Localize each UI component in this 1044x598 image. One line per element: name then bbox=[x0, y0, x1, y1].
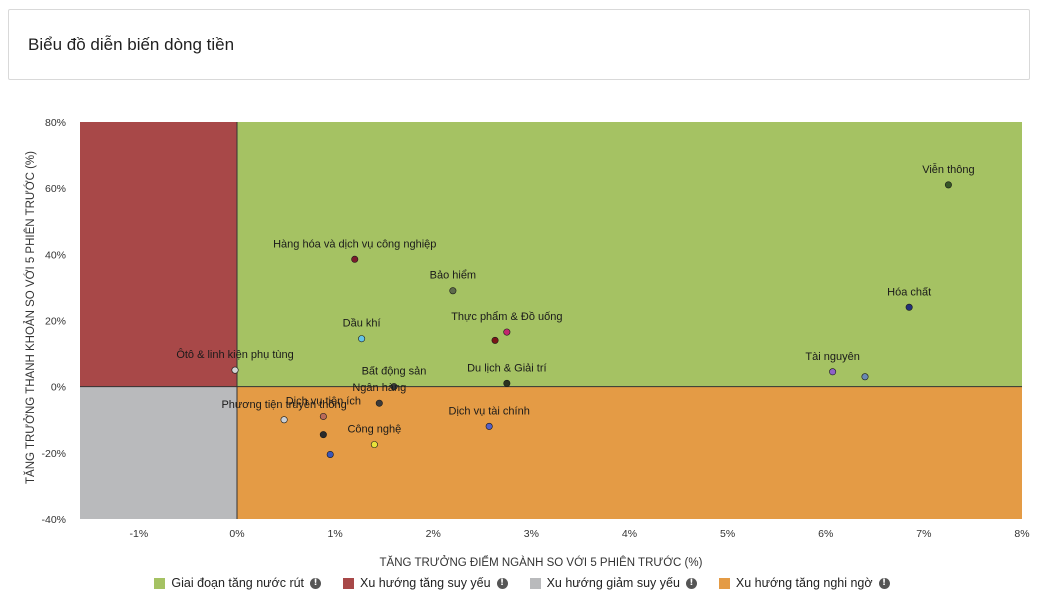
legend-swatch bbox=[529, 577, 541, 589]
data-point-label: Dầu khí bbox=[343, 318, 381, 330]
info-icon[interactable]: ! bbox=[496, 577, 508, 589]
y-tick-label: 60% bbox=[45, 183, 66, 195]
y-tick-label: 20% bbox=[45, 316, 66, 328]
quadrant-tang-nghi-ngo bbox=[237, 386, 1022, 519]
page-title: Biểu đồ diễn biến dòng tiền bbox=[28, 35, 235, 54]
data-point bbox=[358, 335, 366, 343]
data-point bbox=[829, 368, 837, 376]
info-icon[interactable]: ! bbox=[878, 577, 890, 589]
data-point bbox=[905, 303, 913, 311]
y-tick-label: 0% bbox=[51, 382, 66, 394]
x-tick-label: -1% bbox=[130, 528, 149, 540]
data-point-label: Du lịch & Giải trí bbox=[467, 362, 546, 374]
data-point bbox=[449, 287, 457, 295]
data-point bbox=[319, 412, 327, 420]
x-tick-label: 7% bbox=[916, 528, 931, 540]
quadrant-tang-suy-yeu bbox=[80, 122, 237, 387]
data-point-label: Hàng hóa và dịch vụ công nghiệp bbox=[273, 238, 436, 250]
data-point-label: Dịch vụ tài chính bbox=[449, 405, 530, 417]
data-point-label: Bất động sản bbox=[362, 366, 427, 378]
data-point bbox=[370, 441, 378, 449]
legend-label: Xu hướng giảm suy yếu bbox=[546, 576, 680, 590]
legend-swatch bbox=[343, 577, 355, 589]
data-point-label: Ôtô & linh kiện phụ tùng bbox=[176, 348, 293, 361]
data-point-label: Hóa chất bbox=[887, 286, 931, 298]
data-point bbox=[375, 399, 383, 407]
data-point-label: Thực phẩm & Đồ uống bbox=[451, 311, 562, 323]
data-point bbox=[326, 450, 334, 458]
data-point-label: Tài nguyên bbox=[805, 351, 859, 363]
data-point-label: Ngân hàng bbox=[352, 382, 406, 394]
data-point-label: Dịch vụ tiện ích bbox=[286, 395, 361, 407]
x-tick-label: 3% bbox=[524, 528, 539, 540]
x-axis-label: TĂNG TRƯỞNG ĐIỂM NGÀNH SO VỚI 5 PHIÊN TR… bbox=[380, 556, 703, 569]
y-axis-label: TĂNG TRƯỞNG THANH KHOẢN SO VỚI 5 PHIÊN T… bbox=[24, 151, 37, 484]
data-point bbox=[503, 379, 511, 387]
data-point bbox=[503, 328, 511, 336]
legend-item-tang-nghi-ngo[interactable]: Xu hướng tăng nghi ngờ ! bbox=[718, 576, 890, 590]
data-point bbox=[485, 422, 493, 430]
quadrant-tang-nuoc-rut bbox=[237, 122, 1022, 387]
cash-flow-chart: -1% 0% 1% 2% 3% 4% 5% 6% 7% 8% -40% -20% 0% 20% 40% 60%… bbox=[24, 117, 1030, 569]
chart-header-card: Biểu đồ diễn biến dòng tiền bbox=[8, 9, 1030, 80]
x-tick-label: 4% bbox=[622, 528, 637, 540]
data-point bbox=[390, 383, 398, 391]
legend-swatch bbox=[718, 577, 730, 589]
legend-item-tang-suy-yeu[interactable]: Xu hướng tăng suy yếu ! bbox=[343, 576, 508, 590]
data-point bbox=[491, 336, 499, 344]
x-tick-label: 6% bbox=[818, 528, 833, 540]
x-tick-label: 8% bbox=[1014, 528, 1029, 540]
data-point bbox=[319, 431, 327, 439]
quadrant-giam-suy-yeu bbox=[80, 386, 237, 519]
data-point-label: Bảo hiểm bbox=[430, 270, 476, 282]
legend-label: Xu hướng tăng suy yếu bbox=[360, 576, 491, 590]
chart-legend: Giai đoạn tăng nước rút ! Xu hướng tăng … bbox=[0, 576, 1044, 590]
x-tick-label: 1% bbox=[328, 528, 343, 540]
legend-item-tang-nuoc-rut[interactable]: Giai đoạn tăng nước rút ! bbox=[154, 576, 322, 590]
y-tick-label: 40% bbox=[45, 249, 66, 261]
x-tick-label: 0% bbox=[229, 528, 244, 540]
y-tick-label: -40% bbox=[41, 514, 66, 526]
data-point-label: Viễn thông bbox=[922, 163, 974, 176]
x-tick-label: 5% bbox=[720, 528, 735, 540]
data-point bbox=[861, 373, 869, 381]
data-point bbox=[280, 416, 288, 424]
data-point bbox=[351, 255, 359, 263]
data-point bbox=[231, 366, 239, 374]
legend-label: Xu hướng tăng nghi ngờ bbox=[735, 576, 873, 590]
data-point-label: Phương tiện truyền thông bbox=[221, 399, 346, 411]
info-icon[interactable]: ! bbox=[685, 577, 697, 589]
info-icon[interactable]: ! bbox=[310, 577, 322, 589]
legend-label: Giai đoạn tăng nước rút bbox=[171, 576, 305, 590]
legend-swatch bbox=[154, 577, 166, 589]
data-point-label: Công nghệ bbox=[347, 424, 401, 436]
legend-item-giam-suy-yeu[interactable]: Xu hướng giảm suy yếu ! bbox=[529, 576, 697, 590]
data-point bbox=[944, 181, 952, 189]
y-tick-label: 80% bbox=[45, 117, 66, 129]
x-tick-label: 2% bbox=[426, 528, 441, 540]
y-tick-label: -20% bbox=[41, 448, 66, 460]
